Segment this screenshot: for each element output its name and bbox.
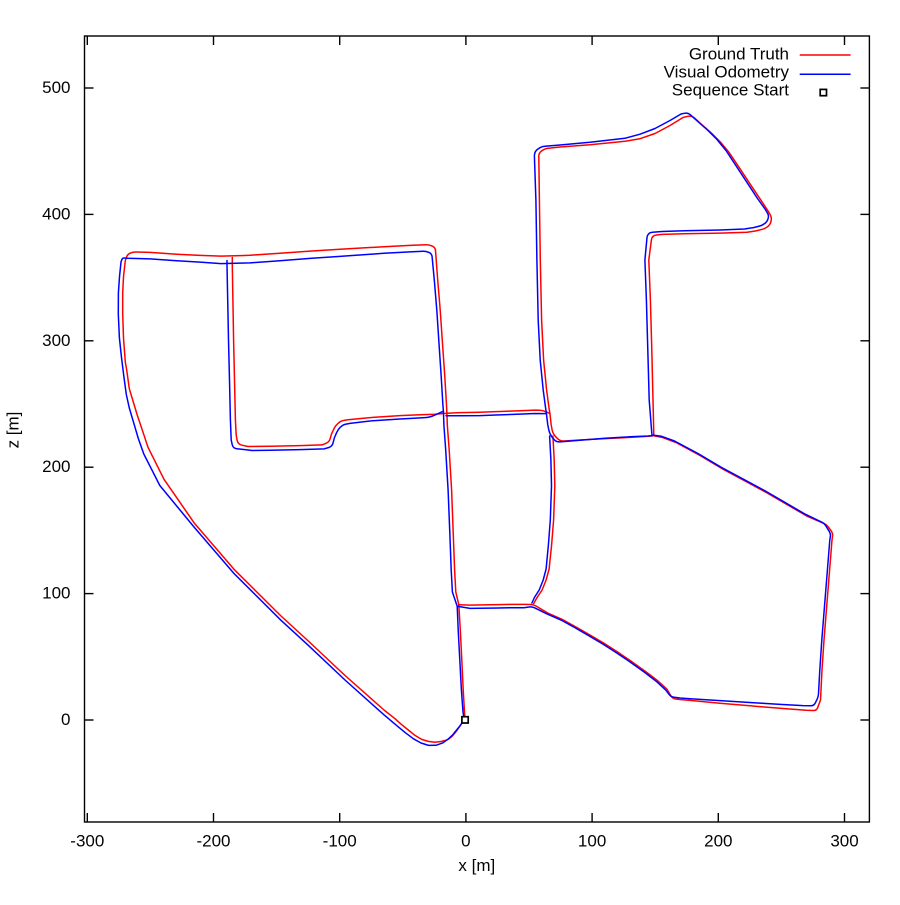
svg-text:200: 200 — [704, 832, 732, 851]
svg-text:100: 100 — [42, 584, 70, 603]
svg-text:x [m]: x [m] — [458, 856, 495, 875]
svg-text:300: 300 — [830, 832, 858, 851]
svg-text:-200: -200 — [196, 832, 230, 851]
svg-text:-100: -100 — [323, 832, 357, 851]
svg-text:z [m]: z [m] — [4, 412, 23, 449]
svg-text:Sequence Start: Sequence Start — [672, 81, 789, 100]
svg-text:0: 0 — [61, 710, 70, 729]
svg-text:300: 300 — [42, 331, 70, 350]
svg-text:-300: -300 — [70, 832, 104, 851]
svg-text:500: 500 — [42, 78, 70, 97]
svg-text:Ground Truth: Ground Truth — [689, 45, 789, 64]
svg-text:100: 100 — [578, 832, 606, 851]
svg-text:400: 400 — [42, 204, 70, 223]
svg-text:200: 200 — [42, 457, 70, 476]
svg-text:0: 0 — [461, 832, 470, 851]
svg-text:Visual Odometry: Visual Odometry — [664, 63, 790, 82]
